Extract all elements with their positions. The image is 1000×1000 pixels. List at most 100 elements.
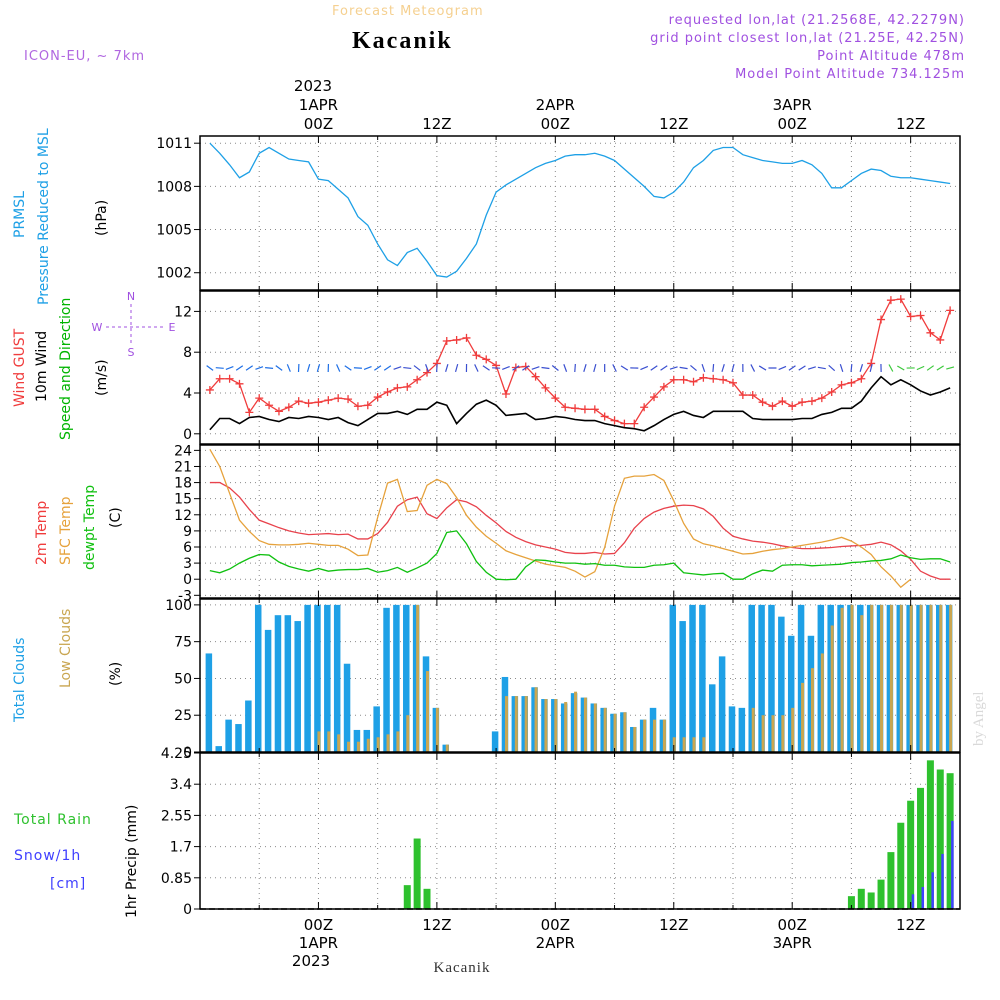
gust-marker [423,368,432,377]
bottom-hour-label: 00Z [304,916,333,934]
top-hour-label: 00Z [778,115,807,133]
wind-dir-label: Speed and Direction [58,298,74,440]
gust-marker [255,394,264,403]
wind-arrow [839,364,844,372]
requested-location: requested lon,lat (21.2568E, 42.2279N) [669,13,965,28]
low-cloud-bar [327,731,331,752]
footer-location: Kacanik [434,960,491,976]
gust-marker [344,395,353,404]
wind-arrow [660,365,668,371]
wind-arrow [926,365,934,371]
temperature-frame [199,444,961,599]
low-cloud-bar [791,707,795,752]
gust-marker [452,335,461,344]
gust-marker [265,401,274,410]
cloud-unit: (%) [108,662,124,686]
low-cloud-bar [672,737,676,752]
gust-marker [235,379,244,388]
gust-marker [669,375,678,384]
low-cloud-bar [771,715,775,752]
precip-frame [199,752,961,910]
wind-arrow [383,365,392,371]
low-cloud-bar [613,713,617,752]
total-cloud-bar [699,604,706,752]
pressure-msl-label: Pressure Reduced to MSL [36,128,52,305]
low-cloud-bar [435,707,439,752]
wind-arrow [750,364,756,372]
total-cloud-bar [343,663,351,752]
gust-marker [946,306,955,315]
low-cloud-bar [564,701,568,752]
low-cloud-bar [406,715,410,752]
total-cloud-bar [797,604,805,752]
wind-arrow [316,363,321,373]
gust-marker [748,391,757,400]
low-cloud-bar [653,719,657,752]
wind-compass: N S W E [92,290,176,359]
compass-w: W [92,321,103,334]
total-cloud-bar [768,604,775,752]
wind-arrow [502,365,510,371]
low-cloud-bar [386,734,390,752]
wind-unit: (m/s) [94,359,110,396]
low-cloud-bar [850,604,854,752]
total-cloud-bar [758,604,765,752]
low-clouds-label: Low Clouds [58,609,74,688]
model-label: ICON-EU, ~ 7km [24,49,145,64]
gust-marker [877,315,886,324]
wind-arrow [888,364,894,372]
total-cloud-bar [393,604,400,752]
wind-arrow [235,365,244,371]
y-tick-label: -3 [178,588,192,604]
gust-marker [857,374,866,383]
wind-arrow [306,363,311,373]
wind-labels: Wind GUST 10m Wind Speed and Direction (… [12,298,110,440]
wind-arrow [245,365,253,371]
bottom-date-label: 2APR [536,934,575,952]
total-cloud-bar [383,607,390,752]
total-cloud-bar [314,604,321,752]
low-cloud-bar [889,604,893,752]
y-tick-label: 1011 [156,136,192,152]
rain-bar [926,760,934,909]
y-tick-label: 6 [183,540,192,556]
rain-bar [907,800,915,909]
rain-bar [403,885,411,909]
total-cloud-bar [679,621,686,752]
gust-marker [738,391,747,400]
gust-marker [719,375,728,384]
pressure-unit: (hPa) [94,200,110,236]
y-tick-label: 1002 [156,266,192,282]
rain-bar [877,879,885,909]
total-cloud-bar [689,604,696,752]
wind-arrow [482,365,490,371]
wind-arrow [275,365,283,371]
wind-arrow [640,365,649,371]
snow-bar [941,853,944,909]
bottom-hour-label: 00Z [541,916,570,934]
wind-frame [199,290,961,445]
gust-marker [896,295,905,304]
low-cloud-bar [929,604,933,752]
low-cloud-bar [949,604,953,752]
gust-marker [926,328,935,337]
wind-gust-label: Wind GUST [12,328,28,407]
clouds-frame [199,598,961,753]
gridpoint-location: grid point closest lon,lat (21.25E, 42.2… [650,31,965,46]
total-cloud-bar [324,604,331,752]
gust-marker [353,402,362,411]
y-tick-label: 0 [183,745,192,761]
total-cloud-bar [353,729,361,752]
total-cloud-bar [294,621,301,752]
gust-marker [541,383,550,392]
total-cloud-bar [245,700,252,752]
low-cloud-bar [702,737,706,752]
gust-marker [274,407,283,416]
gust-marker [314,398,323,407]
wind-arrow [393,366,402,370]
low-cloud-bar [870,604,874,752]
rain-bar [413,838,421,909]
gust-marker [403,382,412,391]
bottom-hour-label: 12Z [659,916,688,934]
pressure-labels: PRMSL Pressure Reduced to MSL (hPa) [12,128,110,305]
